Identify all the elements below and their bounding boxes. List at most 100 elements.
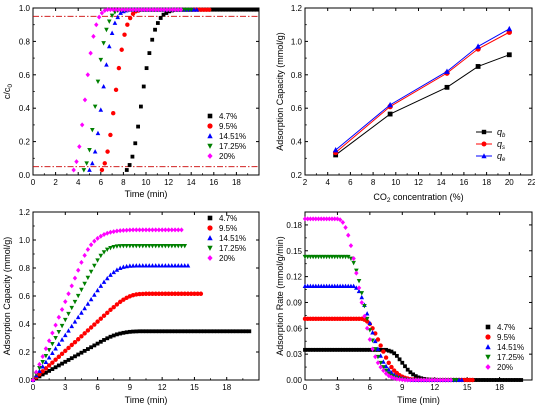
data-point	[476, 378, 480, 382]
data-point	[163, 329, 168, 334]
data-point	[125, 22, 130, 27]
data-point	[99, 167, 105, 173]
data-point	[370, 346, 375, 352]
data-point	[516, 378, 521, 382]
y-tick-label: 0.4	[291, 138, 303, 147]
data-point	[85, 72, 91, 78]
x-tick-label: 3	[63, 383, 68, 392]
data-point	[338, 347, 343, 352]
data-point	[198, 291, 204, 296]
y-axis-label: Adsorption Rate (mmol/g/min)	[275, 236, 285, 356]
data-point	[115, 14, 121, 20]
legend-label: qs	[497, 139, 505, 151]
data-point	[98, 316, 104, 321]
data-point	[112, 20, 118, 25]
data-point	[373, 331, 378, 336]
data-point	[114, 267, 120, 272]
x-tick-label: 4	[325, 178, 330, 187]
data-point	[416, 375, 421, 380]
data-point	[218, 7, 222, 12]
data-point	[121, 330, 126, 335]
data-point	[192, 329, 197, 334]
data-point	[143, 227, 149, 233]
data-point	[102, 8, 107, 14]
legend-marker	[485, 354, 491, 360]
legend-label: 9.5%	[219, 122, 237, 131]
data-point	[179, 263, 184, 268]
data-point	[429, 377, 435, 383]
data-point	[91, 33, 96, 39]
data-point	[179, 227, 184, 233]
y-tick-label: 1.0	[19, 236, 31, 245]
x-tick-label: 15	[463, 383, 472, 392]
data-point	[106, 19, 112, 24]
data-point	[367, 347, 372, 352]
data-point	[237, 7, 242, 12]
legend-marker	[207, 143, 213, 149]
data-point	[175, 243, 181, 249]
data-point	[324, 347, 329, 352]
x-axis-label: CO2 concentration (%)	[373, 192, 463, 204]
legend-label: 9.5%	[497, 333, 515, 342]
data-point	[116, 65, 122, 71]
data-point	[108, 7, 113, 13]
data-point	[254, 7, 259, 12]
data-point	[494, 378, 499, 382]
data-point	[50, 367, 55, 371]
data-point	[147, 51, 152, 55]
y-axis-label: Adsorption Capacity (mmol/g)	[275, 32, 285, 151]
data-point	[359, 347, 364, 352]
data-point	[53, 365, 58, 370]
data-point	[99, 10, 105, 16]
data-point	[489, 378, 494, 382]
data-point	[397, 357, 402, 362]
data-point	[364, 316, 370, 322]
legend-label: 4.7%	[219, 112, 237, 121]
legend-label: 14.51%	[219, 234, 246, 243]
data-point	[332, 146, 339, 153]
data-point	[413, 374, 418, 379]
data-point	[60, 361, 64, 366]
data-point	[308, 216, 313, 222]
data-point	[101, 279, 107, 284]
x-tick-label: 0	[31, 178, 36, 187]
data-point	[348, 256, 354, 262]
data-point	[161, 12, 166, 17]
data-point	[179, 329, 184, 334]
x-tick-label: 16	[209, 178, 218, 187]
data-point	[156, 243, 162, 249]
data-point	[43, 359, 49, 364]
data-point	[367, 328, 373, 333]
data-point	[146, 263, 152, 268]
data-point	[305, 216, 310, 222]
x-tick-label: 12	[430, 383, 439, 392]
data-point	[88, 269, 94, 275]
data-point	[92, 104, 98, 110]
data-point	[195, 291, 200, 296]
data-point	[505, 378, 510, 382]
data-point	[159, 7, 164, 13]
data-point	[316, 347, 321, 352]
data-point	[85, 347, 90, 351]
data-point	[56, 329, 62, 335]
data-point	[185, 263, 191, 268]
data-point	[389, 349, 394, 354]
chart-panel-top-left: 0 2 4 6 8 10 12 14 16 18 0.0 0.2 0.4 0.6 0.8 1.0 Time (m…	[2, 4, 260, 199]
legend-marker	[485, 324, 491, 330]
data-point	[153, 243, 158, 249]
legend-label: 17.25%	[219, 142, 246, 151]
legend-label-subscript: b	[502, 133, 506, 139]
data-point	[310, 216, 316, 222]
data-point	[109, 13, 115, 19]
data-point	[46, 338, 52, 344]
data-point	[340, 347, 345, 352]
data-point	[303, 347, 307, 352]
data-point	[104, 247, 110, 253]
data-point	[365, 347, 370, 352]
data-point	[372, 338, 378, 344]
data-point	[163, 263, 168, 268]
data-point	[354, 285, 359, 290]
data-point	[172, 263, 178, 268]
data-point	[211, 329, 216, 334]
